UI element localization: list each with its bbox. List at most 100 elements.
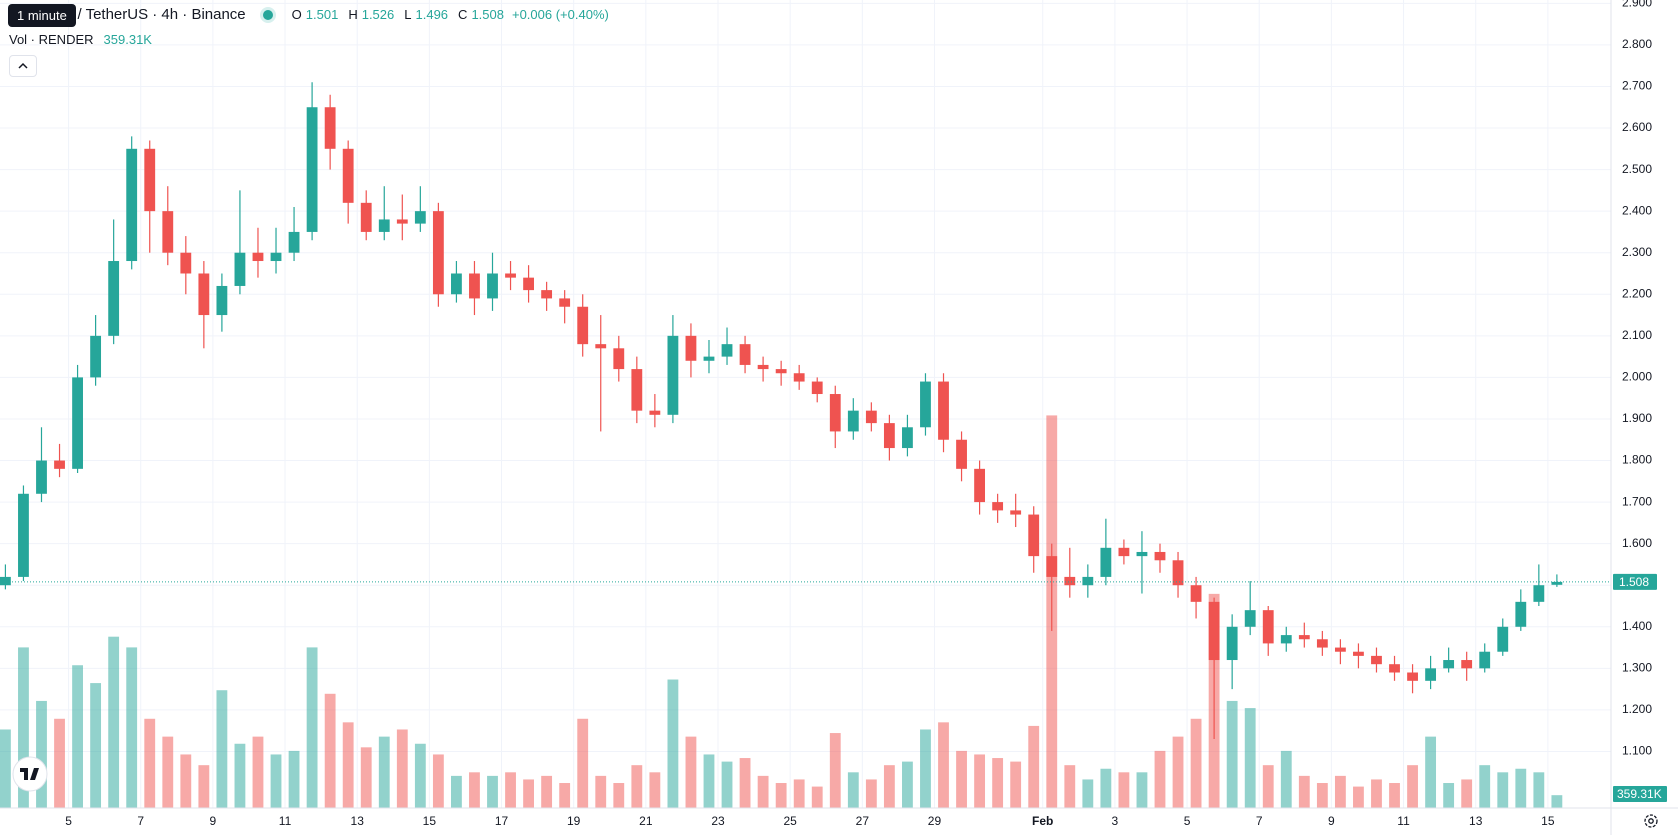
candle-body — [1154, 551, 1166, 561]
x-tick-label: 29 — [928, 814, 942, 828]
candle-body — [1334, 647, 1346, 652]
candle-body — [198, 273, 210, 316]
candle-body — [288, 231, 300, 253]
volume-bar — [541, 775, 553, 808]
volume-bar — [144, 718, 156, 808]
x-tick-label: 25 — [783, 814, 797, 828]
candle-body — [667, 335, 679, 415]
candle-body — [1425, 668, 1437, 681]
volume-tag-label: 359.31K — [1617, 787, 1662, 801]
price-tag-label: 1.508 — [1619, 575, 1649, 589]
logo-mark — [20, 768, 39, 780]
volume-bar — [1334, 775, 1346, 808]
volume-bar — [577, 718, 589, 808]
ohlc-label: C — [458, 7, 468, 22]
market-status[interactable] — [259, 6, 276, 23]
volume-bar — [938, 722, 949, 808]
volume-bar — [757, 775, 769, 808]
volume-bar — [847, 772, 859, 808]
x-tick-label: 7 — [137, 814, 144, 828]
candle-body — [36, 460, 47, 494]
x-tick-label: 27 — [856, 814, 870, 828]
volume-bar — [1443, 783, 1455, 808]
volume-bar — [739, 758, 751, 808]
symbol-header: RENDER / TetherUS · 4h · Binance O 1.501 … — [10, 6, 609, 23]
chevron-icon — [18, 62, 28, 69]
x-tick-label: 11 — [279, 814, 292, 828]
price-tag — [1613, 573, 1657, 590]
candle-body — [1244, 610, 1256, 627]
y-tick-label: 2.500 — [1622, 162, 1652, 176]
volume-bar — [1010, 761, 1022, 808]
volume-legend: Vol · RENDER 359.31K — [9, 32, 152, 47]
volume-bar — [1172, 736, 1184, 808]
x-tick-label: 13 — [1469, 814, 1483, 828]
volume-bar — [54, 718, 65, 808]
candle-body — [1280, 635, 1292, 644]
x-tick-label: 19 — [567, 814, 581, 828]
candle-body — [0, 576, 11, 586]
candle-body — [342, 148, 354, 203]
x-tick-label: 13 — [351, 814, 365, 828]
x-tick-label: 15 — [423, 814, 437, 828]
volume-title[interactable]: Vol · RENDER — [9, 32, 94, 47]
volume-bar — [902, 761, 913, 808]
candle-body — [685, 335, 697, 361]
candle-body — [144, 148, 156, 212]
volume-bar — [1244, 708, 1256, 808]
y-tick-label: 2.200 — [1622, 286, 1652, 300]
ohlc-value: 1.508 — [471, 7, 504, 22]
volume-bar — [360, 747, 372, 808]
candle-body — [270, 252, 282, 262]
candle-body — [1136, 551, 1148, 557]
volume-bar — [956, 750, 967, 808]
x-tick-label: 9 — [1328, 814, 1335, 828]
candle-body — [1298, 635, 1310, 640]
volume-bar — [865, 779, 877, 808]
candle-body — [920, 381, 931, 428]
candle-series — [0, 82, 1563, 740]
candle-body — [90, 335, 102, 378]
candle-body — [1082, 576, 1094, 586]
candle-body — [1461, 660, 1473, 669]
candle-body — [811, 381, 823, 395]
candle-body — [378, 219, 390, 232]
volume-bar — [1280, 750, 1292, 808]
candle-body — [559, 298, 571, 307]
grid — [0, 0, 1611, 808]
x-tick-label: 3 — [1112, 814, 1119, 828]
volume-bar — [631, 765, 643, 808]
ohlc-label: L — [404, 7, 412, 22]
logo-circle — [12, 756, 48, 792]
candle-body — [974, 468, 986, 503]
candle-body — [1551, 581, 1563, 585]
x-tick-label: 9 — [210, 814, 217, 828]
candle-body — [1208, 601, 1220, 661]
volume-bar — [1407, 765, 1418, 808]
volume-bar — [974, 754, 986, 808]
volume-bar — [1226, 700, 1238, 808]
gear-outer — [1644, 814, 1658, 828]
candle-body — [1226, 626, 1238, 661]
settings-icon[interactable] — [1644, 814, 1658, 828]
collapse-button[interactable] — [9, 55, 37, 77]
candle-body — [1190, 585, 1202, 602]
volume-bar — [1371, 779, 1382, 808]
volume-bar — [992, 758, 1004, 808]
volume-tag — [1613, 786, 1667, 802]
candle-body — [865, 410, 877, 424]
candle-body — [108, 261, 120, 336]
y-tick-label: 2.800 — [1622, 37, 1652, 51]
volume-bar — [829, 733, 841, 808]
candle-body — [793, 373, 805, 382]
volume-bar — [108, 636, 120, 808]
candle-body — [126, 148, 138, 262]
y-tick-label: 1.800 — [1622, 453, 1652, 467]
volume-bar — [1262, 765, 1274, 808]
volume-bar — [1353, 786, 1364, 808]
candle-body — [54, 460, 65, 469]
volume-bar — [1136, 772, 1148, 808]
volume-bar — [793, 779, 805, 808]
volume-bar — [469, 772, 480, 808]
volume-bar — [198, 765, 210, 808]
